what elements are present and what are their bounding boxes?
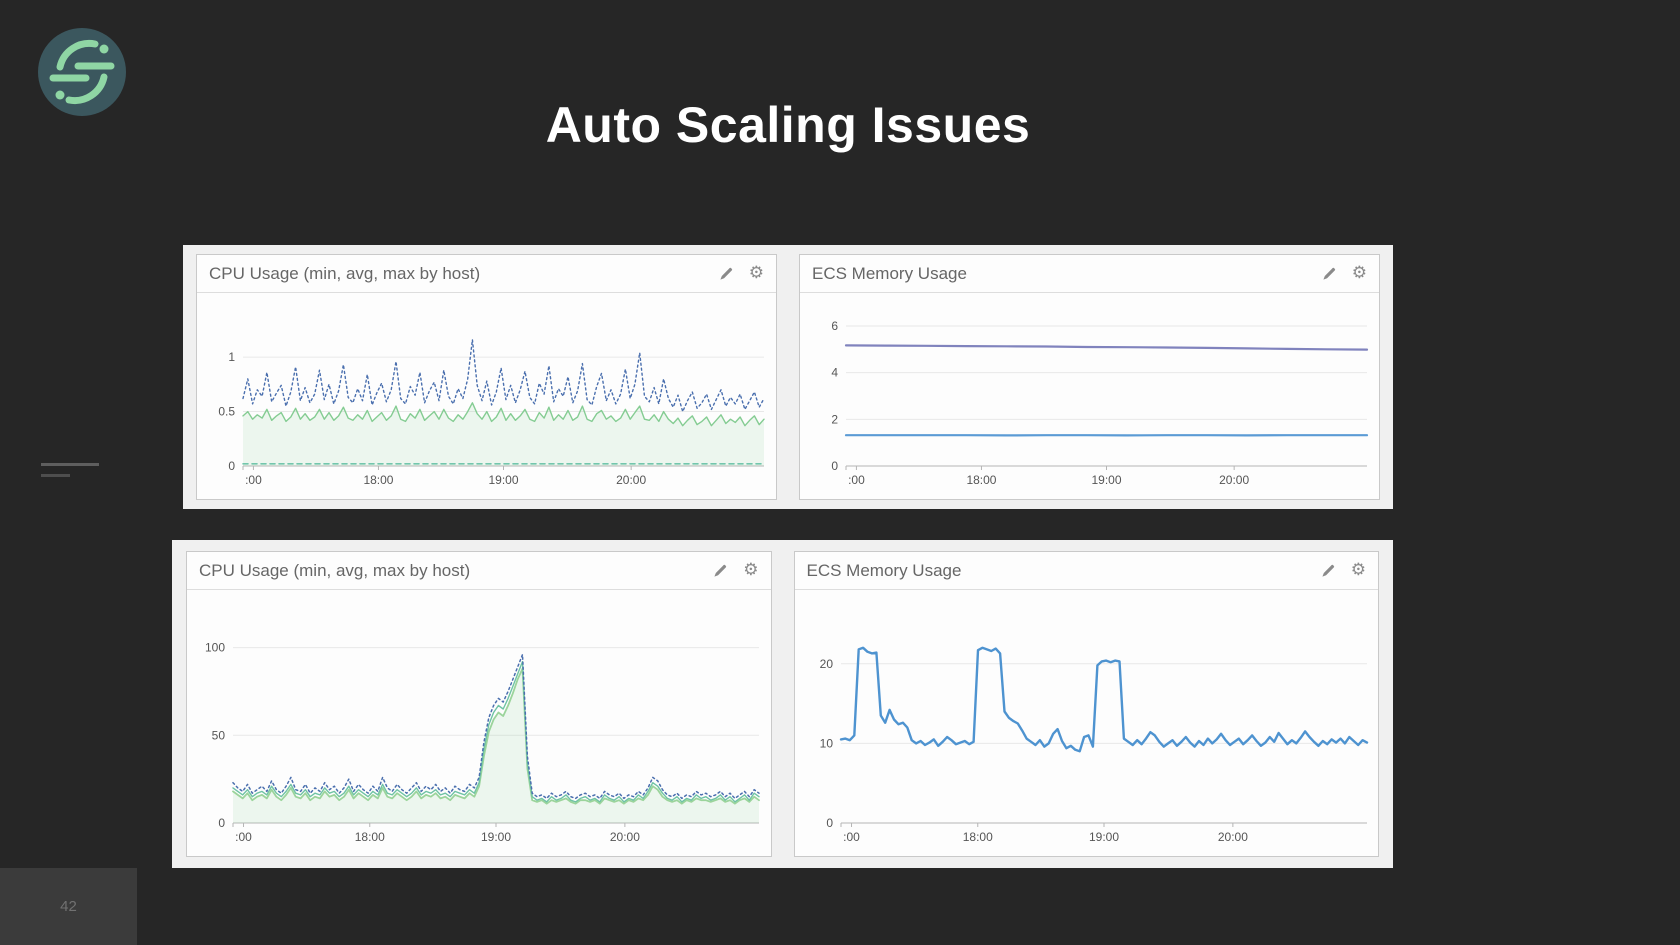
chart-title: CPU Usage (min, avg, max by host) [209,263,481,283]
segment-logo-glyph [49,39,115,105]
svg-text:0: 0 [831,459,838,473]
svg-text:18:00: 18:00 [355,830,385,844]
edit-pencil-icon[interactable] [1322,266,1337,281]
page-number-box: 42 [0,868,137,945]
svg-text:19:00: 19:00 [1091,473,1121,487]
svg-text:50: 50 [212,728,226,742]
svg-text:18:00: 18:00 [363,473,393,487]
svg-text:6: 6 [831,319,838,333]
chart-title: CPU Usage (min, avg, max by host) [199,560,471,580]
settings-gear-icon[interactable]: ⚙ [743,560,759,580]
svg-text:1: 1 [228,350,235,364]
svg-text:20:00: 20:00 [1217,830,1247,844]
chart-card-memory-bottom: ECS Memory Usage ⚙ 0 10 20:00 18:00 19:00 20:… [793,551,1379,857]
page-title: Auto Scaling Issues [545,97,1031,153]
dashboard-row-bottom: CPU Usage (min, avg, max by host) ⚙ 0 50 1… [172,540,1393,868]
svg-text::00: :00 [235,830,252,844]
svg-text:20:00: 20:00 [610,830,640,844]
svg-text:19:00: 19:00 [481,830,511,844]
svg-text:19:00: 19:00 [1088,830,1118,844]
page-number: 42 [60,898,77,915]
svg-text:0.5: 0.5 [218,405,235,419]
svg-text:19:00: 19:00 [488,473,518,487]
svg-text:20:00: 20:00 [616,473,646,487]
svg-text:18:00: 18:00 [966,473,996,487]
decorative-dashes [41,463,99,477]
svg-text:0: 0 [228,459,235,473]
svg-text::00: :00 [245,473,262,487]
svg-text::00: :00 [843,830,860,844]
svg-text:2: 2 [831,412,838,426]
settings-gear-icon[interactable]: ⚙ [1351,263,1367,283]
svg-text:4: 4 [831,366,838,380]
svg-text:0: 0 [218,816,225,830]
svg-text:0: 0 [826,816,833,830]
edit-pencil-icon[interactable] [719,266,734,281]
chart-card-cpu-bottom: CPU Usage (min, avg, max by host) ⚙ 0 50 1… [186,551,772,857]
settings-gear-icon[interactable]: ⚙ [748,263,764,283]
cpu-usage-chart-bottom: 0 50 100 :00 18:00 19:00 20:00 [205,641,760,844]
svg-text:10: 10 [819,736,833,750]
svg-text:20: 20 [819,657,833,671]
svg-text:100: 100 [205,641,225,655]
ecs-memory-chart-top: 0 2 4 6 :00 18:00 19:00 20:00 [831,319,1369,487]
edit-pencil-icon[interactable] [1321,563,1336,578]
dashboard-row-top: CPU Usage (min, avg, max by host) ⚙ 0 0.5… [183,245,1393,509]
cpu-usage-chart-top: 0 0.5 1 :00 18:00 19:00 20:00 [218,339,765,487]
svg-text::00: :00 [848,473,865,487]
chart-card-memory-top: ECS Memory Usage ⚙ 0 2 4 6 :00 18:00 19:00 20:0… [799,254,1380,500]
svg-text:18:00: 18:00 [962,830,992,844]
segment-logo-icon [38,28,126,116]
edit-pencil-icon[interactable] [713,563,728,578]
chart-title: ECS Memory Usage [812,263,967,283]
settings-gear-icon[interactable]: ⚙ [1350,560,1366,580]
chart-title: ECS Memory Usage [806,560,962,580]
svg-text:20:00: 20:00 [1219,473,1249,487]
chart-card-cpu-top: CPU Usage (min, avg, max by host) ⚙ 0 0.5… [196,254,777,500]
